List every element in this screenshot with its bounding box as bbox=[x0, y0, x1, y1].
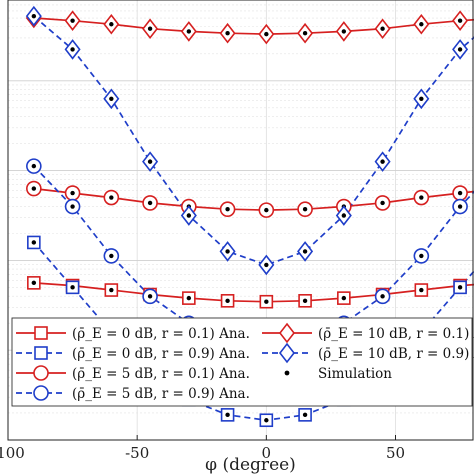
simulation-point bbox=[264, 418, 269, 423]
simulation-point bbox=[147, 159, 153, 164]
simulation-point bbox=[341, 213, 347, 218]
x-tick-label: 50 bbox=[386, 444, 405, 462]
simulation-point bbox=[109, 96, 114, 101]
legend-marker-1 bbox=[34, 326, 48, 340]
simulation-point bbox=[186, 213, 192, 218]
simulation-point bbox=[264, 31, 269, 37]
legend-marker-5 bbox=[278, 322, 296, 344]
simulation-point bbox=[264, 262, 269, 268]
simulation-point bbox=[31, 13, 37, 19]
legend-label-3: (ρ̄_E = 5 dB, r = 0.1) Ana. bbox=[72, 366, 250, 382]
simulation-point bbox=[109, 22, 114, 27]
simulation-point bbox=[419, 287, 424, 293]
simulation-point bbox=[147, 294, 153, 299]
simulation-point bbox=[109, 287, 114, 293]
simulation-point bbox=[457, 47, 463, 52]
simulation-point bbox=[109, 253, 114, 259]
legend-label-2: (ρ̄_E = 0 dB, r = 0.9) Ana. bbox=[72, 346, 250, 362]
simulation-point bbox=[264, 299, 269, 304]
simulation-point bbox=[31, 280, 37, 286]
simulation-point bbox=[70, 204, 75, 209]
simulation-point bbox=[225, 298, 230, 304]
simulation-point bbox=[31, 240, 37, 245]
legend-simulation-marker bbox=[284, 370, 290, 376]
x-tick-label: -50 bbox=[125, 444, 149, 462]
simulation-point bbox=[225, 412, 230, 418]
simulation-point bbox=[225, 207, 230, 212]
simulation-point bbox=[302, 31, 308, 36]
simulation-point bbox=[70, 47, 75, 52]
simulation-point bbox=[31, 186, 37, 191]
plot-frame bbox=[7, 0, 474, 441]
legend-marker-3 bbox=[33, 365, 49, 381]
simulation-point bbox=[457, 190, 463, 196]
simulation-point bbox=[419, 253, 424, 259]
legend: (ρ̄_E = 0 dB, r = 0.1) Ana. (ρ̄_E = 0 dB,… bbox=[11, 317, 474, 407]
simulation-point bbox=[31, 163, 37, 169]
simulation-point bbox=[419, 195, 424, 200]
simulation-point bbox=[186, 29, 192, 34]
simulation-point bbox=[147, 200, 153, 206]
x-tick-label: -100 bbox=[0, 444, 25, 462]
simulation-point bbox=[380, 26, 385, 31]
legend-box bbox=[11, 317, 473, 407]
simulation-point bbox=[380, 200, 385, 206]
simulation-point bbox=[70, 285, 75, 290]
legend-label-5: (ρ̄_E = 10 dB, r = 0.1) Ana. bbox=[318, 326, 474, 342]
x-tick-label: 0 bbox=[262, 444, 272, 462]
simulation-point bbox=[302, 298, 308, 304]
legend-marker-2 bbox=[34, 346, 48, 360]
simulation-point bbox=[457, 18, 463, 23]
simulation-point bbox=[70, 190, 75, 196]
simulation-point bbox=[109, 195, 114, 200]
simulation-point bbox=[380, 159, 385, 164]
legend-marker-6 bbox=[278, 342, 296, 364]
simulation-point bbox=[419, 22, 424, 27]
legend-label-1: (ρ̄_E = 0 dB, r = 0.1) Ana. bbox=[72, 326, 250, 342]
simulation-point bbox=[341, 295, 347, 301]
simulation-point bbox=[302, 249, 308, 254]
x-axis-ticks: -100 -50 0 50 bbox=[0, 435, 405, 462]
simulation-point bbox=[225, 249, 230, 254]
legend-label-4: (ρ̄_E = 5 dB, r = 0.9) Ana. bbox=[72, 386, 250, 402]
simulation-point bbox=[264, 207, 269, 213]
simulation-point bbox=[457, 285, 463, 290]
simulation-point bbox=[225, 31, 230, 36]
simulation-point bbox=[70, 18, 75, 23]
x-axis-label: φ (degree) bbox=[205, 455, 296, 474]
simulation-point bbox=[380, 294, 385, 299]
simulation-point bbox=[457, 204, 463, 209]
simulation-point bbox=[186, 295, 192, 301]
simulation-point bbox=[302, 412, 308, 418]
simulation-point bbox=[341, 29, 347, 34]
simulation-point bbox=[147, 26, 153, 31]
legend-label-simulation: Simulation bbox=[318, 366, 392, 382]
legend-marker-4 bbox=[33, 385, 49, 401]
legend-label-6: (ρ̄_E = 10 dB, r = 0.9) Ana. bbox=[318, 346, 474, 362]
simulation-point bbox=[302, 207, 308, 212]
simulation-point bbox=[419, 96, 424, 101]
